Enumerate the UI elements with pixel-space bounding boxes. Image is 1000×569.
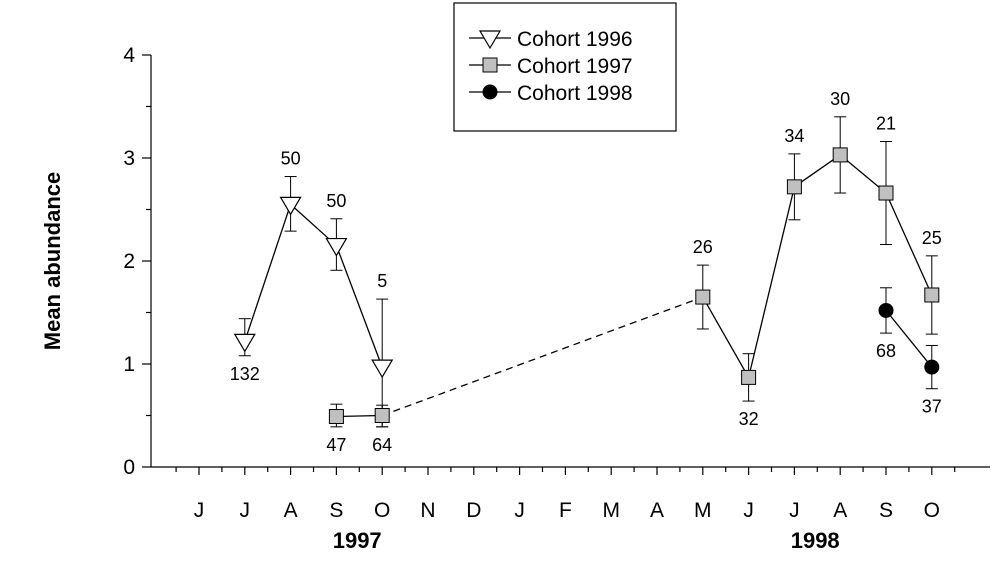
legend: Cohort 1996 Cohort 1997 Cohort 1998	[453, 2, 677, 132]
x-tick-label: J	[514, 499, 525, 522]
x-tick-label: M	[694, 499, 712, 522]
x-tick-label: A	[833, 499, 847, 522]
data-point	[328, 409, 344, 425]
data-point	[695, 289, 711, 305]
data-markers	[233, 147, 940, 425]
series-line	[885, 192, 933, 296]
data-label: 37	[922, 397, 942, 417]
data-label: 30	[830, 89, 850, 109]
data-label: 68	[876, 341, 896, 361]
data-point	[878, 185, 894, 201]
series-line	[244, 204, 292, 342]
series-line	[335, 245, 383, 368]
data-point	[233, 333, 256, 353]
data-label: 25	[922, 228, 942, 248]
y-tick-label: 1	[123, 353, 135, 376]
data-point	[924, 287, 940, 303]
series-line	[839, 154, 887, 194]
data-point	[325, 237, 348, 257]
x-tick-label: J	[240, 499, 251, 522]
series-line	[702, 296, 750, 378]
data-labels: 132 50 50 5 47 64 26 32 34 30 21 25 68 37	[230, 89, 942, 455]
y-tick-label: 3	[123, 147, 135, 170]
x-tick-label: D	[466, 499, 481, 522]
data-label: 26	[693, 237, 713, 257]
series-line	[336, 414, 383, 418]
legend-marker	[478, 30, 502, 50]
data-label: 21	[876, 114, 896, 134]
data-point	[371, 359, 394, 379]
x-tick-label: S	[879, 499, 893, 522]
y-tick-label: 4	[123, 44, 135, 67]
series-lines	[244, 154, 933, 418]
data-label: 50	[326, 191, 346, 211]
y-tick-label: 2	[123, 250, 135, 273]
data-label: 32	[739, 409, 759, 429]
y-tick-label: 0	[123, 456, 135, 479]
data-label: 5	[377, 271, 387, 291]
x-tick-label: S	[329, 499, 343, 522]
x-tick-label: J	[743, 499, 754, 522]
year-label: 1997	[333, 528, 382, 553]
legend-marker	[482, 84, 498, 100]
y-axis-label: Mean abundance	[40, 172, 65, 350]
series-line	[747, 186, 796, 378]
data-label: 50	[281, 149, 301, 169]
data-point	[832, 147, 848, 163]
legend-entry: Cohort 1997	[517, 55, 633, 78]
data-label: 47	[326, 435, 346, 455]
x-tick-label: A	[650, 499, 664, 522]
data-point	[374, 408, 390, 423]
x-tick-label: J	[789, 499, 800, 522]
error-bars	[238, 116, 938, 428]
x-tick-label: O	[374, 499, 390, 522]
x-tick-label: N	[420, 499, 435, 522]
x-tick-label: M	[602, 499, 620, 522]
x-tick-label: O	[924, 499, 940, 522]
data-label: 64	[372, 435, 392, 455]
x-tick-label: J	[194, 499, 205, 522]
year-label: 1998	[791, 528, 840, 553]
data-point	[878, 302, 894, 318]
data-point	[279, 196, 302, 216]
series-line-dashed	[381, 296, 704, 417]
data-point	[741, 369, 757, 385]
x-tick-label: A	[284, 499, 298, 522]
legend-entry: Cohort 1996	[517, 28, 633, 51]
series-line	[794, 154, 841, 188]
data-point	[786, 179, 802, 195]
x-tick-label: F	[559, 499, 572, 522]
legend-entry: Cohort 1998	[517, 82, 633, 105]
data-label: 34	[784, 126, 804, 146]
legend-marker	[482, 57, 498, 73]
data-label: 132	[230, 364, 260, 384]
data-point	[924, 359, 940, 375]
series-line	[885, 310, 933, 368]
